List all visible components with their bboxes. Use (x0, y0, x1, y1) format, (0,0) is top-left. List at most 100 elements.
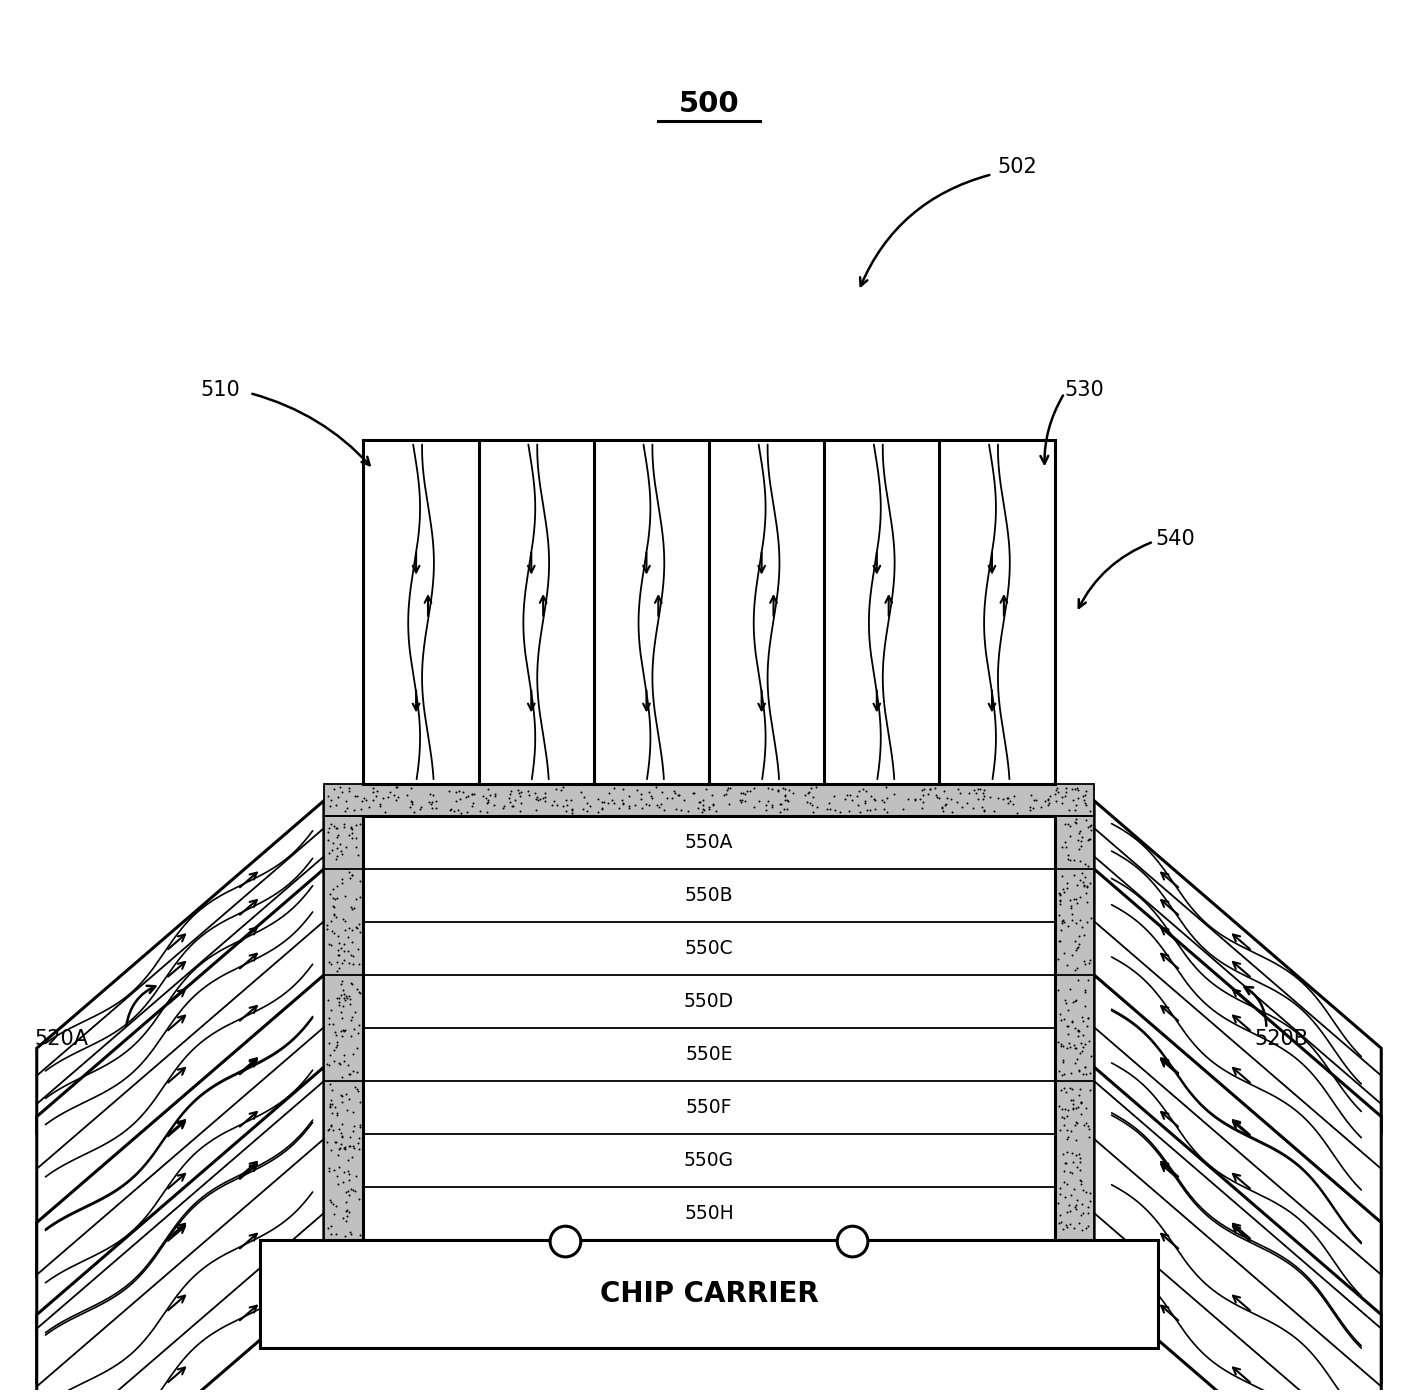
Point (383, 784, 406, 806)
Point (319, 1189, 342, 1211)
Point (332, 940, 354, 963)
Point (418, 782, 441, 805)
Point (618, 796, 641, 819)
Point (322, 904, 345, 926)
Point (864, 788, 886, 810)
Point (1075, 793, 1098, 816)
Bar (363, 816, 1055, 1239)
Point (1048, 893, 1071, 915)
Point (333, 799, 356, 821)
Point (801, 793, 824, 816)
Point (400, 791, 423, 813)
Point (330, 1122, 353, 1144)
Point (946, 791, 968, 813)
Point (322, 814, 345, 837)
Point (1055, 1119, 1078, 1141)
Point (1076, 1201, 1099, 1224)
Point (1055, 1173, 1078, 1196)
Point (997, 792, 1020, 814)
Point (445, 789, 468, 812)
Point (1051, 919, 1073, 942)
Point (408, 798, 431, 820)
Point (328, 1157, 350, 1179)
Point (369, 795, 391, 817)
Point (1065, 1193, 1088, 1215)
Point (847, 793, 869, 816)
Point (332, 1020, 354, 1042)
Point (1071, 870, 1093, 893)
Circle shape (837, 1227, 868, 1257)
Point (1065, 1189, 1088, 1211)
Point (386, 787, 408, 809)
Point (498, 787, 520, 809)
Point (328, 932, 350, 954)
Point (318, 842, 340, 865)
Point (510, 792, 533, 814)
Point (820, 798, 842, 820)
Point (661, 787, 683, 809)
Point (873, 791, 896, 813)
Point (1055, 1080, 1078, 1102)
Point (1046, 947, 1069, 970)
Point (340, 972, 363, 995)
Point (1066, 1018, 1089, 1041)
Point (342, 817, 364, 840)
Point (560, 799, 583, 821)
Point (328, 1137, 350, 1160)
Point (325, 1132, 347, 1154)
Point (1062, 1094, 1085, 1116)
Point (1039, 785, 1062, 807)
Point (498, 782, 520, 805)
Text: 540: 540 (1156, 528, 1195, 549)
Point (1064, 990, 1086, 1013)
Circle shape (550, 1227, 581, 1257)
Point (342, 1179, 364, 1201)
Point (1055, 992, 1078, 1014)
Point (1069, 830, 1092, 852)
Point (461, 795, 484, 817)
Point (337, 824, 360, 847)
Point (769, 800, 791, 823)
Point (550, 780, 573, 802)
Point (340, 1006, 363, 1028)
Bar (1055, 869, 1095, 975)
Point (339, 868, 362, 890)
Point (484, 782, 506, 805)
Point (325, 905, 347, 928)
Point (333, 1161, 356, 1183)
Point (1049, 1078, 1072, 1101)
Point (1046, 1031, 1069, 1053)
Point (905, 788, 927, 810)
Point (873, 798, 896, 820)
Point (1049, 1204, 1072, 1227)
Point (508, 782, 530, 805)
Point (1061, 1077, 1083, 1099)
Point (337, 918, 360, 940)
Point (919, 778, 942, 800)
Bar (1055, 1081, 1095, 1239)
Point (320, 813, 343, 835)
Point (1062, 849, 1085, 872)
Point (523, 782, 546, 805)
Point (691, 800, 713, 823)
Text: 530: 530 (1065, 380, 1105, 400)
Point (795, 791, 818, 813)
Point (499, 791, 522, 813)
Point (342, 1059, 364, 1081)
Point (342, 1101, 364, 1123)
Point (716, 778, 739, 800)
Point (343, 897, 366, 919)
Point (335, 1180, 357, 1203)
Point (1073, 866, 1096, 888)
Point (871, 789, 893, 812)
Text: 550F: 550F (686, 1098, 732, 1116)
Point (335, 989, 357, 1011)
Point (326, 823, 349, 845)
Point (1059, 1077, 1082, 1099)
Point (508, 780, 530, 802)
Point (638, 781, 661, 803)
Point (329, 1084, 352, 1106)
Point (329, 1020, 352, 1042)
Point (1061, 778, 1083, 800)
Point (454, 787, 476, 809)
